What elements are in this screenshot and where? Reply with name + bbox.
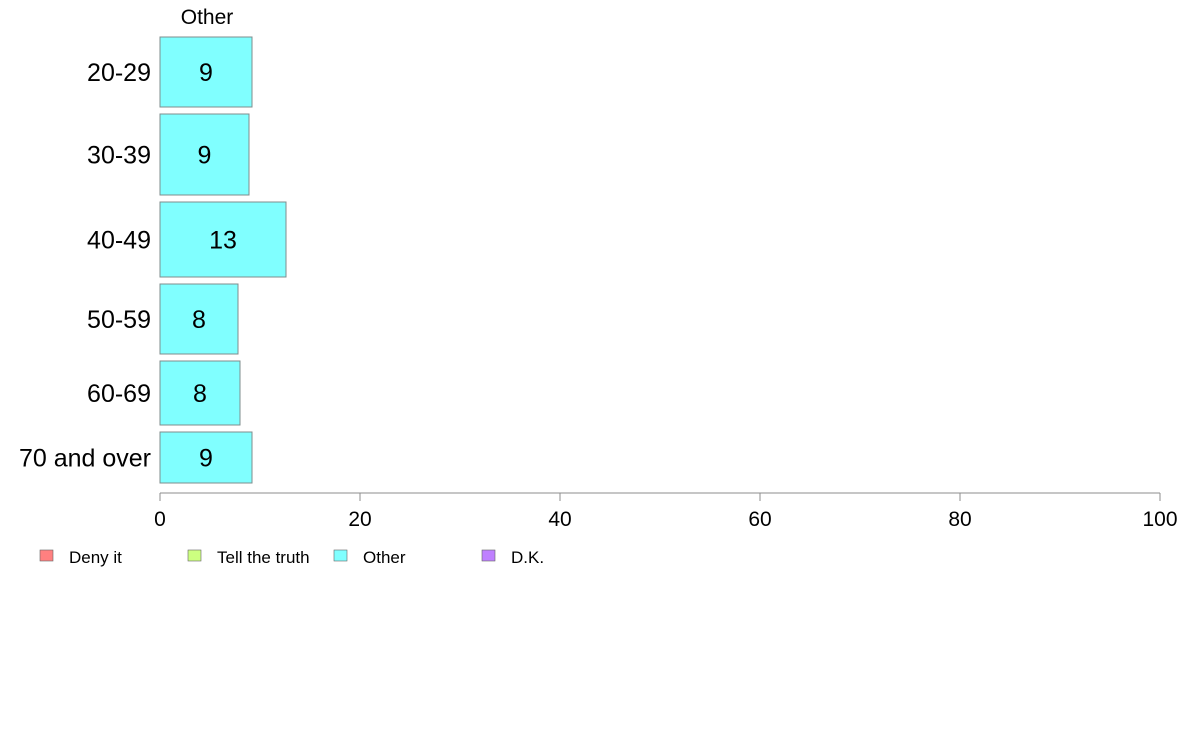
legend-swatch: [481, 549, 496, 562]
category-label: 60-69: [87, 380, 151, 408]
panel-title: Other: [181, 6, 234, 29]
x-tick-label: 80: [948, 508, 971, 531]
data-label: 8: [192, 306, 206, 334]
category-label: 70 and over: [19, 445, 151, 473]
bar-60-69: [159, 360, 241, 426]
data-label: 9: [199, 59, 213, 87]
legend-swatch: [187, 549, 202, 562]
data-label: 8: [193, 380, 207, 408]
bar-50-59: [159, 283, 239, 355]
category-label: 40-49: [87, 227, 151, 255]
bar-70-and-over: [159, 431, 253, 484]
data-label: 9: [199, 445, 213, 473]
bar-20-29: [159, 36, 253, 108]
legend-label: Tell the truth: [217, 548, 310, 567]
x-tick-label: 40: [548, 508, 571, 531]
x-tick-label: 0: [154, 508, 166, 531]
category-label: 50-59: [87, 306, 151, 334]
x-tick-label: 60: [748, 508, 771, 531]
legend-label: Deny it: [69, 548, 122, 567]
bar-30-39: [159, 113, 250, 196]
legend-label: Other: [363, 548, 406, 567]
legend-label: D.K.: [511, 548, 544, 567]
category-label: 30-39: [87, 142, 151, 170]
data-label: 9: [198, 142, 212, 170]
x-tick-label: 100: [1142, 508, 1177, 531]
category-label: 20-29: [87, 59, 151, 87]
legend-swatch: [333, 549, 348, 562]
x-tick-label: 20: [348, 508, 371, 531]
legend-swatch: [39, 549, 54, 562]
bar-40-49: [159, 201, 287, 278]
data-label: 13: [209, 227, 237, 255]
